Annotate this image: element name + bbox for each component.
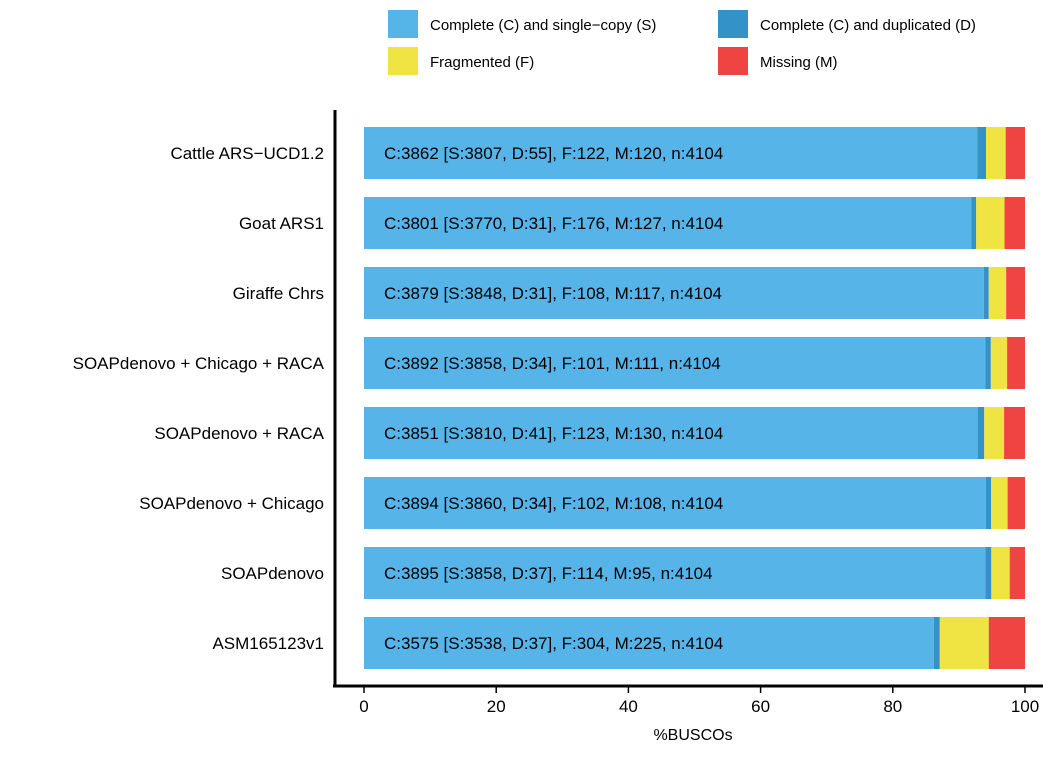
bar-segment — [988, 267, 1007, 319]
bar-segment — [977, 127, 987, 179]
legend-label: Missing (M) — [760, 54, 838, 71]
bar-segment — [971, 197, 977, 249]
bar-segment — [988, 617, 1025, 669]
bar-segment — [976, 197, 1005, 249]
legend-label: Complete (C) and duplicated (D) — [760, 17, 976, 34]
x-tick-label: 20 — [487, 697, 506, 716]
legend: Complete (C) and single−copy (S) Complete… — [388, 10, 976, 75]
bar-segment — [364, 407, 978, 459]
bar-data-label: C:3895 [S:3858, D:37], F:114, M:95, n:41… — [384, 564, 713, 583]
y-tick-label: Cattle ARS−UCD1.2 — [170, 144, 324, 163]
bar-segment — [364, 547, 986, 599]
bar-segment — [991, 477, 1008, 529]
bar-segment — [984, 407, 1005, 459]
plot-area: C:3862 [S:3807, D:55], F:122, M:120, n:4… — [364, 127, 1025, 669]
legend-swatch — [718, 10, 748, 38]
bar-segment — [986, 127, 1006, 179]
bar-data-label: C:3575 [S:3538, D:37], F:304, M:225, n:4… — [384, 634, 723, 653]
y-tick-label: Giraffe Chrs — [233, 284, 324, 303]
bar-segment — [364, 197, 972, 249]
bar-segment — [1004, 407, 1025, 459]
bar-segment — [364, 127, 978, 179]
bar-segment — [1006, 267, 1025, 319]
bar-segment — [364, 337, 986, 389]
bar-segment — [985, 547, 992, 599]
bar-data-label: C:3851 [S:3810, D:41], F:123, M:130, n:4… — [384, 424, 723, 443]
x-axis-ticks: 0 20 40 60 80 100 — [359, 686, 1039, 716]
bar-segment — [933, 617, 940, 669]
bar-segment — [364, 617, 934, 669]
y-tick-label: SOAPdenovo + RACA — [154, 424, 324, 443]
bar-segment — [991, 547, 1010, 599]
bar-data-label: C:3862 [S:3807, D:55], F:122, M:120, n:4… — [384, 144, 723, 163]
x-tick-label: 100 — [1011, 697, 1039, 716]
x-tick-label: 60 — [751, 697, 770, 716]
bar-segment — [1009, 547, 1025, 599]
x-tick-label: 0 — [359, 697, 368, 716]
bar-segment — [364, 477, 986, 529]
bar-segment — [983, 267, 989, 319]
x-tick-label: 40 — [619, 697, 638, 716]
legend-label: Fragmented (F) — [430, 54, 534, 71]
bar-segment — [1007, 337, 1025, 389]
bar-segment — [977, 407, 985, 459]
bar-segment — [1005, 127, 1025, 179]
bar-segment — [939, 617, 989, 669]
bar-segment — [990, 337, 1008, 389]
bar-segment — [1007, 477, 1025, 529]
y-tick-label: Goat ARS1 — [239, 214, 324, 233]
legend-swatch — [388, 47, 418, 75]
legend-label: Complete (C) and single−copy (S) — [430, 17, 656, 34]
bar-data-label: C:3892 [S:3858, D:34], F:101, M:111, n:4… — [384, 354, 721, 373]
bar-data-label: C:3801 [S:3770, D:31], F:176, M:127, n:4… — [384, 214, 723, 233]
y-axis-labels: Cattle ARS−UCD1.2 Goat ARS1 Giraffe Chrs SO… — [73, 144, 325, 653]
bar-segment — [364, 267, 984, 319]
y-tick-label: ASM165123v1 — [212, 634, 324, 653]
y-tick-label: SOAPdenovo — [221, 564, 324, 583]
legend-swatch — [388, 10, 418, 38]
y-tick-label: SOAPdenovo + Chicago + RACA — [73, 354, 325, 373]
bar-data-label: C:3879 [S:3848, D:31], F:108, M:117, n:4… — [384, 284, 722, 303]
bar-data-label: C:3894 [S:3860, D:34], F:102, M:108, n:4… — [384, 494, 723, 513]
legend-swatch — [718, 47, 748, 75]
bar-segment — [1004, 197, 1025, 249]
bar-segment — [985, 477, 992, 529]
y-tick-label: SOAPdenovo + Chicago — [139, 494, 324, 513]
x-tick-label: 80 — [883, 697, 902, 716]
bar-segment — [985, 337, 991, 389]
x-axis-title: %BUSCOs — [653, 727, 732, 744]
